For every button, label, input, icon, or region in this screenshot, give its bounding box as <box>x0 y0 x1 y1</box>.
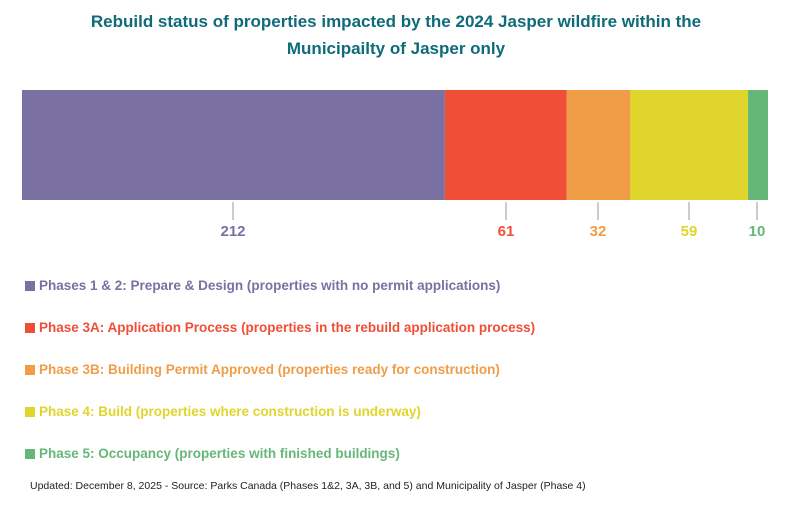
legend-swatch-phase-3b <box>25 365 35 375</box>
legend-item-phase-4: Phase 4: Build (properties where constru… <box>25 398 765 440</box>
chart-title: Rebuild status of properties impacted by… <box>90 12 702 58</box>
data-label-phase-3a: 61 <box>498 223 515 240</box>
bar-segment-phase-4 <box>630 90 749 200</box>
legend-item-phase-3b: Phase 3B: Building Permit Approved (prop… <box>25 356 765 398</box>
bar-segment-phase-5 <box>748 90 768 200</box>
legend-swatch-phase-1-2 <box>25 281 35 291</box>
bar-segment-phase-1-2 <box>22 90 445 200</box>
data-label-phase-4: 59 <box>681 223 698 240</box>
data-label-phase-5: 10 <box>749 223 766 240</box>
legend-swatch-phase-3a <box>25 323 35 333</box>
footnote: Updated: December 8, 2025 - Source: Park… <box>30 480 586 492</box>
legend-swatch-phase-5 <box>25 449 35 459</box>
legend-swatch-phase-4 <box>25 407 35 417</box>
legend-item-phase-1-2: Phases 1 & 2: Prepare & Design (properti… <box>25 272 765 314</box>
legend-label-phase-4: Phase 4: Build (properties where constru… <box>39 404 421 419</box>
bar-segment-phase-3b <box>566 90 631 200</box>
legend-label-phase-1-2: Phases 1 & 2: Prepare & Design (properti… <box>39 278 501 293</box>
data-label-phase-3b: 32 <box>590 223 607 240</box>
legend-label-phase-3a: Phase 3A: Application Process (propertie… <box>39 320 536 335</box>
legend-label-phase-3b: Phase 3B: Building Permit Approved (prop… <box>39 362 500 377</box>
legend-label-phase-5: Phase 5: Occupancy (properties with fini… <box>39 446 400 461</box>
legend: Phases 1 & 2: Prepare & Design (properti… <box>25 272 765 482</box>
data-label-phase-1-2: 212 <box>220 223 245 240</box>
legend-item-phase-3a: Phase 3A: Application Process (propertie… <box>25 314 765 356</box>
stacked-bar-chart: 212 61 32 59 10 <box>22 90 768 240</box>
bar-segment-phase-3a <box>444 90 567 200</box>
legend-item-phase-5: Phase 5: Occupancy (properties with fini… <box>25 440 765 482</box>
